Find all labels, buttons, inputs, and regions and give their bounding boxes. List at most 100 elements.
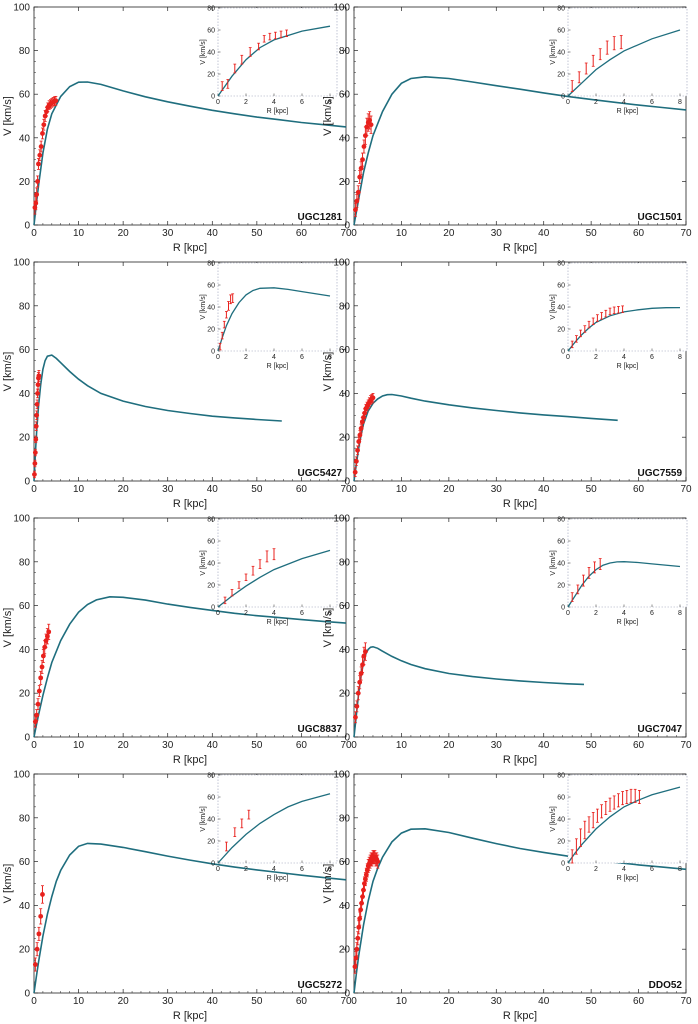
y-tick-label: 20 bbox=[339, 689, 351, 700]
data-point bbox=[362, 876, 368, 882]
x-axis-label: R [kpc] bbox=[503, 1010, 537, 1022]
y-tick-label: 20 bbox=[339, 177, 351, 188]
x-tick-label: 0 bbox=[31, 996, 37, 1007]
data-point bbox=[358, 426, 364, 431]
inset-x-tick-label: 2 bbox=[244, 354, 248, 361]
y-tick-label: 60 bbox=[19, 90, 31, 101]
data-point bbox=[375, 859, 381, 864]
x-tick-label: 20 bbox=[443, 228, 455, 239]
galaxy-name: UGC5427 bbox=[298, 468, 343, 479]
inset-frame bbox=[567, 774, 688, 864]
inset-frame bbox=[217, 262, 338, 352]
x-tick-label: 10 bbox=[396, 740, 408, 751]
inset-x-tick-label: 4 bbox=[622, 866, 626, 873]
inset-x-tick-label: 6 bbox=[300, 99, 304, 106]
y-tick-label: 60 bbox=[339, 601, 351, 612]
x-tick-label: 30 bbox=[162, 996, 174, 1007]
data-point bbox=[33, 200, 39, 206]
x-tick-label: 20 bbox=[118, 228, 130, 239]
x-tick-label: 30 bbox=[491, 740, 503, 751]
y-tick-label: 40 bbox=[339, 645, 351, 656]
y-tick-label: 0 bbox=[24, 477, 30, 488]
inset-x-tick-label: 6 bbox=[650, 610, 654, 617]
x-tick-label: 70 bbox=[680, 228, 692, 239]
y-tick-label: 20 bbox=[19, 689, 31, 700]
data-point bbox=[357, 679, 363, 685]
inset-y-tick-label: 60 bbox=[207, 795, 215, 802]
y-tick-label: 40 bbox=[19, 133, 31, 144]
inset-x-axis-label: R [kpc] bbox=[617, 108, 639, 115]
inset-y-tick-label: 20 bbox=[557, 583, 565, 590]
x-tick-label: 10 bbox=[396, 996, 408, 1007]
inset-x-tick-label: 2 bbox=[594, 354, 598, 361]
data-point bbox=[36, 931, 42, 937]
y-tick-label: 60 bbox=[339, 90, 351, 101]
inset-x-tick-label: 6 bbox=[300, 866, 304, 873]
data-point bbox=[34, 192, 40, 197]
inset-model-curve bbox=[217, 25, 331, 97]
data-point bbox=[353, 955, 359, 961]
x-tick-label: 30 bbox=[491, 228, 503, 239]
inset-frame bbox=[217, 774, 338, 864]
inset-model-curve bbox=[217, 549, 331, 608]
y-tick-label: 0 bbox=[24, 221, 30, 232]
data-point bbox=[362, 649, 368, 654]
y-tick-label: 100 bbox=[333, 3, 350, 14]
data-point bbox=[360, 157, 365, 163]
y-tick-label: 40 bbox=[19, 389, 31, 400]
x-axis-label: R [kpc] bbox=[173, 242, 207, 254]
x-tick-label: 20 bbox=[443, 484, 455, 495]
x-tick-label: 60 bbox=[296, 228, 308, 239]
inset-x-tick-label: 8 bbox=[328, 99, 332, 106]
data-point bbox=[39, 664, 45, 670]
inset-x-axis-label: R [kpc] bbox=[267, 363, 289, 370]
y-tick-label: 20 bbox=[339, 945, 351, 956]
inset-x-tick-label: 8 bbox=[678, 99, 682, 106]
y-tick-label: 80 bbox=[339, 813, 351, 824]
x-tick-label: 70 bbox=[680, 996, 692, 1007]
inset-y-tick-label: 40 bbox=[557, 561, 565, 568]
data-point bbox=[46, 629, 52, 635]
inset-y-tick-label: 60 bbox=[557, 283, 565, 290]
inset-x-tick-label: 4 bbox=[272, 99, 276, 106]
inset-x-tick-label: 6 bbox=[300, 354, 304, 361]
x-tick-label: 50 bbox=[586, 228, 598, 239]
galaxy-name: UGC7047 bbox=[638, 724, 683, 735]
y-tick-label: 100 bbox=[333, 770, 350, 781]
x-axis-label: R [kpc] bbox=[503, 242, 537, 254]
inset-x-tick-label: 8 bbox=[678, 610, 682, 617]
x-tick-label: 40 bbox=[538, 996, 550, 1007]
y-tick-label: 100 bbox=[13, 770, 30, 781]
data-point bbox=[354, 946, 360, 952]
y-tick-label: 80 bbox=[19, 301, 31, 312]
data-point bbox=[40, 892, 45, 897]
inset-x-tick-label: 4 bbox=[272, 866, 276, 873]
inset-model-curve bbox=[217, 793, 331, 864]
inset-frame bbox=[567, 518, 688, 608]
x-tick-label: 30 bbox=[491, 484, 503, 495]
y-tick-label: 80 bbox=[19, 46, 31, 57]
x-tick-label: 30 bbox=[491, 996, 503, 1007]
inset-x-tick-label: 0 bbox=[216, 610, 220, 617]
x-axis-label: R [kpc] bbox=[173, 754, 207, 766]
x-tick-label: 60 bbox=[296, 740, 308, 751]
inset-y-tick-label: 80 bbox=[207, 261, 215, 268]
x-tick-label: 70 bbox=[680, 740, 692, 751]
data-point bbox=[355, 447, 360, 453]
y-tick-label: 0 bbox=[344, 989, 350, 1000]
inset-model-curve bbox=[567, 786, 681, 864]
y-tick-label: 100 bbox=[13, 3, 30, 14]
y-tick-label: 0 bbox=[24, 989, 30, 1000]
data-point bbox=[38, 675, 44, 681]
data-point bbox=[357, 174, 363, 180]
galaxy-name: UGC5272 bbox=[298, 980, 343, 991]
inset-y-tick-label: 0 bbox=[211, 349, 215, 356]
y-tick-label: 60 bbox=[19, 345, 31, 356]
y-tick-label: 40 bbox=[339, 133, 351, 144]
inset-x-tick-label: 8 bbox=[328, 354, 332, 361]
inset-y-tick-label: 0 bbox=[561, 349, 565, 356]
x-tick-label: 0 bbox=[351, 996, 357, 1007]
